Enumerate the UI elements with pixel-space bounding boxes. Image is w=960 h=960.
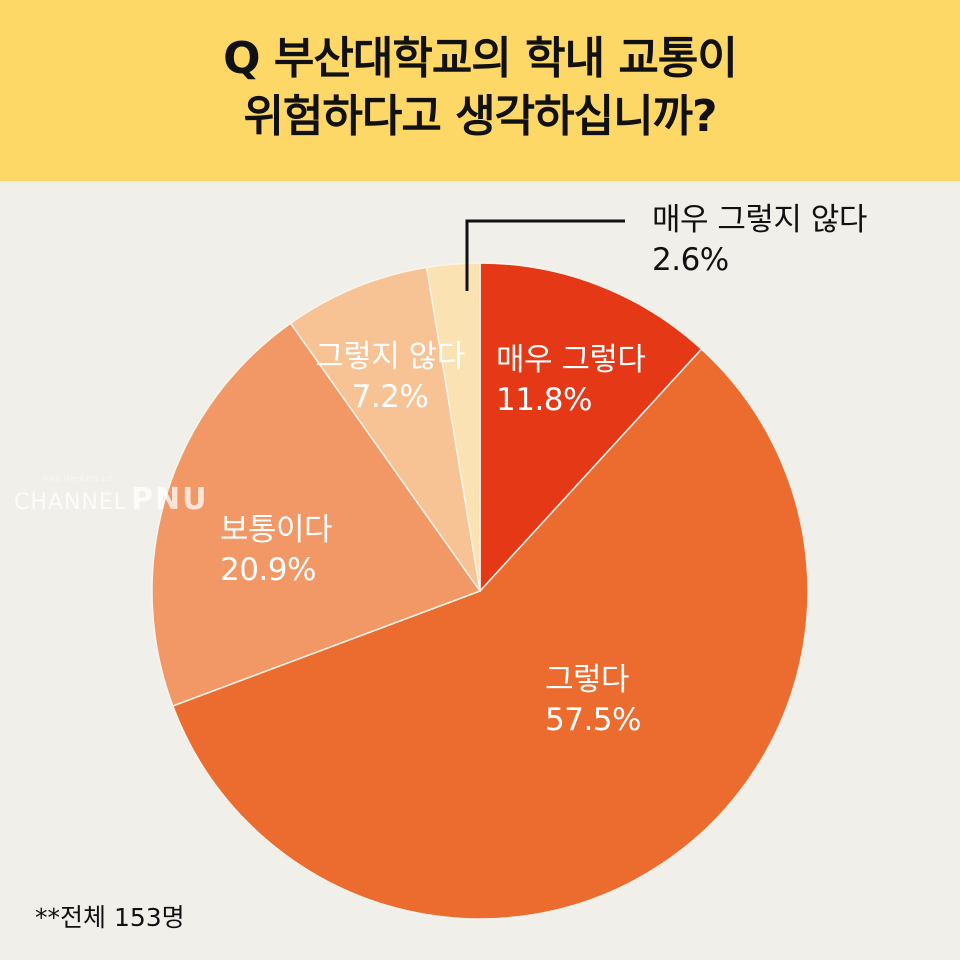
sample-size-note: **전체 153명: [35, 903, 185, 932]
pie-slice: [289, 266, 481, 592]
title-banner: [0, 0, 960, 181]
pie-slice: [171, 348, 809, 920]
pie-slice: [151, 322, 482, 707]
chart-title: Q 부산대학교의 학내 교통이 위험하다고 생각하십니까?: [0, 30, 960, 146]
title-line-2: 위험하다고 생각하십니까?: [243, 91, 717, 142]
pie-slices: [151, 262, 809, 920]
label-very-disagree: 매우 그렇지 않다 2.6%: [652, 202, 867, 278]
pie-slice: [425, 262, 481, 592]
leader-line: [465, 219, 625, 291]
label-very-agree: 매우 그렇다 11.8%: [496, 342, 646, 418]
label-agree: 그렇다 57.5%: [545, 662, 641, 738]
title-line-1: Q 부산대학교의 학내 교통이: [223, 33, 738, 84]
label-neutral: 보통이다 20.9%: [220, 512, 333, 588]
pie-slice: [479, 262, 703, 593]
label-disagree: 그렇지 않다 7.2%: [315, 339, 465, 415]
